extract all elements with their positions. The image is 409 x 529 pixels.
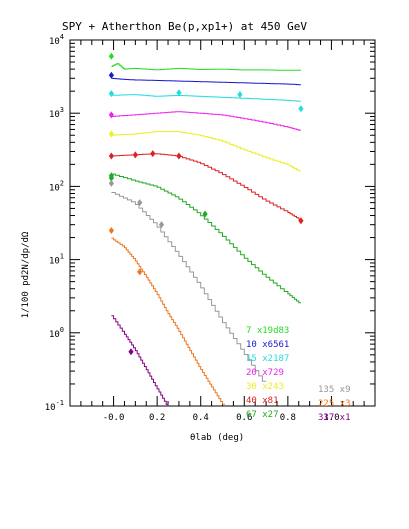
data-point (108, 226, 114, 234)
x-tick-label: 0.2 (149, 413, 165, 423)
series-line (111, 94, 301, 102)
data-point (202, 210, 208, 218)
series-line (111, 192, 267, 382)
series-line (111, 77, 301, 86)
chart-title: SPY + Atherthon Be(p,xp1+) at 450 GeV (62, 20, 307, 33)
series-135 (108, 179, 267, 382)
y-axis-label: 1/100 pd2N/dp/dΩ (21, 231, 31, 318)
series-line (111, 315, 169, 406)
data-point (128, 348, 134, 356)
data-point (298, 105, 304, 113)
x-tick-label: 0.6 (236, 413, 252, 423)
series-line (111, 237, 225, 406)
data-point (237, 91, 243, 99)
legend-entry: 225 x3 (318, 399, 351, 409)
legend-entry: 337 x1 (318, 413, 351, 423)
data-point (108, 71, 114, 79)
data-point (137, 268, 143, 276)
legend-entry: 10 x6561 (246, 340, 289, 350)
series-line (111, 131, 301, 172)
series-10 (108, 71, 301, 86)
legend-entry: 40 x81 (246, 396, 279, 406)
y-tick-label: 103 (49, 106, 64, 120)
series-40 (108, 150, 304, 225)
data-point (108, 179, 114, 187)
series-line (111, 173, 301, 304)
data-point (108, 52, 114, 60)
data-point (158, 221, 165, 229)
series-67 (108, 172, 301, 304)
series-20 (108, 111, 301, 131)
legend-entry: 20 x729 (246, 368, 284, 378)
data-point (176, 89, 182, 97)
x-axis-label: θlab (deg) (190, 433, 244, 443)
y-tick-label: 104 (49, 33, 64, 47)
x-tick-label: 0.4 (193, 413, 209, 423)
data-point (132, 151, 138, 159)
y-tick-label: 102 (49, 179, 64, 193)
data-point (108, 90, 114, 98)
series-line (111, 63, 301, 71)
data-point (108, 130, 114, 138)
y-tick-label: 10-1 (45, 399, 64, 413)
series-15 (108, 89, 304, 113)
legend-entry: 30 x243 (246, 382, 284, 392)
legend-entry: 15 x2187 (246, 354, 289, 364)
series-7 (108, 52, 301, 71)
series-line (111, 153, 301, 220)
data-point (150, 150, 156, 158)
data-point (137, 199, 143, 207)
x-tick-label: 1.0 (323, 413, 339, 423)
series-225 (108, 226, 225, 406)
data-point (108, 111, 114, 119)
data-point (176, 152, 182, 160)
legend-entry: 7 x19d83 (246, 326, 289, 336)
legend-entry: 67 x27 (246, 410, 279, 420)
series-337 (111, 315, 169, 406)
y-tick-label: 100 (49, 326, 64, 340)
data-point (108, 152, 114, 160)
legend-entry: 135 x9 (318, 385, 351, 395)
series-30 (108, 130, 301, 172)
data-point (108, 174, 114, 182)
x-tick-label: -0.0 (103, 413, 125, 423)
series-line (111, 111, 301, 131)
data-point (298, 217, 304, 225)
y-tick-label: 101 (49, 253, 64, 267)
x-tick-label: 0.8 (280, 413, 296, 423)
